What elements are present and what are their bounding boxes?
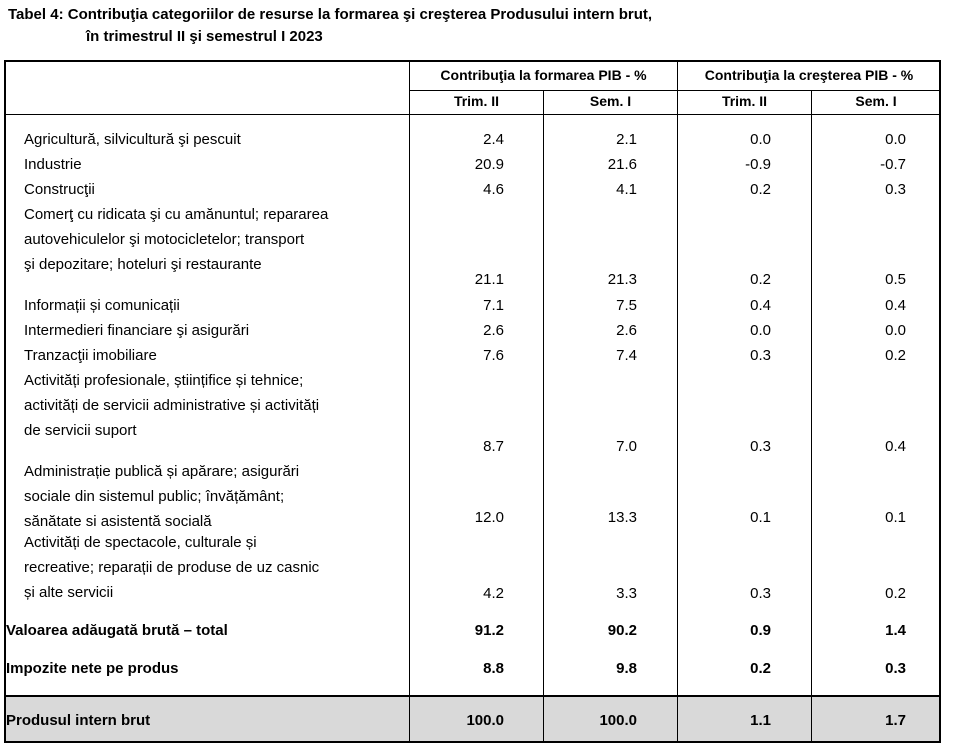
cell: 2.4: [483, 131, 504, 148]
row-label-line: şi depozitare; hoteluri şi restaurante: [24, 256, 262, 273]
row-label-line: Comerţ cu ridicata şi cu amănuntul; repa…: [24, 206, 329, 223]
header-trim-ii-2: Trim. II: [721, 93, 768, 109]
cell: 7.0: [616, 438, 637, 455]
header-sem-i-2: Sem. I: [855, 93, 897, 109]
row-label: Construcţii: [24, 181, 95, 198]
cell: 0.2: [885, 347, 906, 364]
cell: 4.1: [616, 181, 637, 198]
header-trim-ii-1: Trim. II: [453, 93, 500, 109]
col-divider-1: [543, 91, 544, 741]
header-sem-i-1: Sem. I: [589, 93, 632, 109]
row-label-line: activități de servicii administrative și…: [24, 397, 320, 414]
row-label-line: Activități profesionale, științifice și …: [24, 372, 304, 389]
row-label: Tranzacţii imobiliare: [24, 347, 157, 364]
data-table: Contribuţia la formarea PIB - % Contribu…: [4, 60, 941, 743]
cell: 2.1: [616, 131, 637, 148]
row-label: Produsul intern brut: [6, 712, 151, 729]
header-group-growth: Contribuţia la creşterea PIB - %: [704, 67, 914, 83]
cell: 0.1: [750, 509, 771, 526]
cell: 0.5: [885, 271, 906, 288]
cell: 0.1: [885, 509, 906, 526]
cell: 12.0: [474, 509, 504, 526]
row-label-line: Administrație publică și apărare; asigur…: [24, 463, 300, 480]
cell: 2.6: [616, 322, 637, 339]
cell: 0.3: [885, 181, 906, 198]
cell: 0.2: [750, 271, 771, 288]
cell: 7.4: [616, 347, 637, 364]
cell: 1.1: [750, 712, 771, 729]
cell: 4.6: [483, 181, 504, 198]
cell: 8.8: [483, 660, 504, 677]
header-rule-2: [6, 114, 939, 115]
cell: 0.2: [750, 181, 771, 198]
cell: 9.8: [616, 660, 637, 677]
row-label-line: sociale din sistemul public; învățământ;: [24, 488, 285, 505]
cell: 1.4: [885, 622, 906, 639]
cell: 21.6: [607, 156, 637, 173]
cell: 91.2: [474, 622, 504, 639]
header-rule-1: [409, 90, 939, 91]
cell: 0.3: [750, 438, 771, 455]
cell: 0.0: [750, 322, 771, 339]
cell: -0.7: [880, 156, 906, 173]
cell: 13.3: [607, 509, 637, 526]
cell: 7.5: [616, 297, 637, 314]
row-label: Valoarea adăugată brută – total: [6, 622, 228, 639]
cell: 0.2: [885, 585, 906, 602]
cell: 21.3: [607, 271, 637, 288]
header-group-formation: Contribuţia la formarea PIB - %: [440, 67, 647, 83]
row-label: Industrie: [24, 156, 82, 173]
cell: 1.7: [885, 712, 906, 729]
table-title: Tabel 4: Contribuţia categoriilor de res…: [8, 4, 652, 48]
row-label-line: și alte servicii: [24, 584, 114, 601]
cell: 100.0: [466, 712, 504, 729]
cell: 2.6: [483, 322, 504, 339]
cell: 100.0: [599, 712, 637, 729]
cell: 0.4: [885, 438, 906, 455]
row-label-line: sănătate si asistentă socială: [24, 513, 212, 530]
cell: 8.7: [483, 438, 504, 455]
cell: 0.0: [750, 131, 771, 148]
row-label: Intermedieri financiare şi asigurări: [24, 322, 250, 339]
row-label-line: Activități de spectacole, culturale și: [24, 534, 257, 551]
row-label: Informații și comunicații: [24, 297, 180, 314]
title-line-2: în trimestrul II şi semestrul I 2023: [86, 28, 323, 45]
col-divider-label: [409, 62, 410, 741]
cell: 90.2: [607, 622, 637, 639]
title-line-1: Tabel 4: Contribuţia categoriilor de res…: [8, 6, 653, 23]
cell: 4.2: [483, 585, 504, 602]
cell: 0.0: [885, 131, 906, 148]
cell: 20.9: [474, 156, 504, 173]
cell: 7.1: [483, 297, 504, 314]
cell: 0.4: [750, 297, 771, 314]
row-label: Agricultură, silvicultură şi pescuit: [24, 131, 241, 148]
row-label: Impozite nete pe produs: [6, 660, 179, 677]
cell: 0.9: [750, 622, 771, 639]
row-label-line: recreative; reparații de produse de uz c…: [24, 559, 320, 576]
cell: 0.3: [885, 660, 906, 677]
row-label-line: de servicii suport: [24, 422, 137, 439]
cell: 0.0: [885, 322, 906, 339]
cell: 0.2: [750, 660, 771, 677]
total-row-band: [6, 695, 939, 741]
cell: -0.9: [745, 156, 771, 173]
cell: 3.3: [616, 585, 637, 602]
cell: 21.1: [474, 271, 504, 288]
cell: 0.3: [750, 347, 771, 364]
col-divider-group: [677, 62, 678, 741]
col-divider-3: [811, 91, 812, 741]
cell: 0.4: [885, 297, 906, 314]
cell: 7.6: [483, 347, 504, 364]
cell: 0.3: [750, 585, 771, 602]
row-label-line: autovehiculelor şi motocicletelor; trans…: [24, 231, 305, 248]
